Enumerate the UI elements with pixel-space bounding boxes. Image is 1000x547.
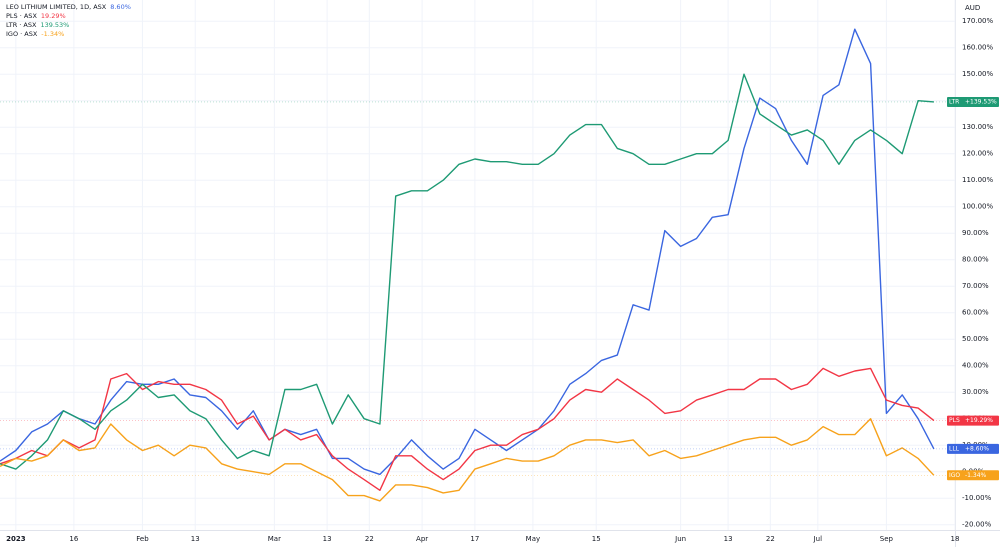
legend-value: 139.53% xyxy=(40,21,69,29)
tag-box xyxy=(947,415,999,426)
y-tick-label: 100.00% xyxy=(962,203,993,211)
value-tag: LLL +8.60% xyxy=(947,443,999,454)
x-tick-label: Apr xyxy=(416,535,428,543)
legend-name: LEO LITHIUM LIMITED, 1D, ASX xyxy=(6,3,107,11)
x-tick-label: 13 xyxy=(724,535,733,543)
x-tick-label: 13 xyxy=(323,535,332,543)
x-tick-label: May xyxy=(526,535,540,543)
y-tick-label: 40.00% xyxy=(962,362,989,370)
y-tick-label: 60.00% xyxy=(962,309,989,317)
value-tag: PLS +19.29% xyxy=(947,415,999,426)
x-tick-label: Mar xyxy=(268,535,281,543)
tag-value: +8.60% xyxy=(965,445,989,452)
series-line xyxy=(0,367,935,491)
y-tick-label: -20.00% xyxy=(962,521,992,529)
legend-name: IGO · ASX xyxy=(6,30,38,38)
x-tick-label: 15 xyxy=(592,535,601,543)
series-line xyxy=(0,418,935,502)
x-tick-label: 22 xyxy=(365,535,374,543)
y-tick-label: 80.00% xyxy=(962,256,989,264)
y-tick-label: 110.00% xyxy=(962,176,993,184)
legend-value: -1.34% xyxy=(41,30,64,38)
x-tick-label: Jul xyxy=(813,535,823,543)
tag-value: +19.29% xyxy=(965,417,993,424)
x-tick-label: 2023 xyxy=(6,535,26,543)
y-tick-label: 170.00% xyxy=(962,17,993,25)
x-tick-label: 16 xyxy=(69,535,78,543)
y-tick-label: 150.00% xyxy=(962,70,993,78)
tag-name: LLL xyxy=(949,445,960,452)
tag-name: PLS xyxy=(949,417,960,424)
axis-unit: AUD xyxy=(965,4,980,12)
y-tick-label: 120.00% xyxy=(962,150,993,158)
series-line xyxy=(0,73,934,470)
y-tick-label: -10.00% xyxy=(962,494,992,502)
tag-box xyxy=(947,470,999,481)
y-tick-label: 70.00% xyxy=(962,282,989,290)
tag-name: IGO xyxy=(949,472,960,479)
legend-value: 8.60% xyxy=(110,3,131,11)
x-tick-label: 17 xyxy=(470,535,479,543)
tag-name: LTR xyxy=(949,98,959,105)
tag-value: -1.34% xyxy=(965,472,987,479)
y-tick-label: 160.00% xyxy=(962,44,993,52)
y-tick-label: 130.00% xyxy=(962,123,993,131)
tag-value: +139.53% xyxy=(965,98,997,105)
tag-box xyxy=(947,443,999,454)
series-line xyxy=(0,28,935,476)
x-tick-label: 13 xyxy=(191,535,200,543)
x-tick-label: Sep xyxy=(880,535,894,543)
value-tag: IGO -1.34% xyxy=(947,470,999,481)
tag-box xyxy=(947,96,999,107)
value-tag: LTR +139.53% xyxy=(947,96,999,107)
legend-value: 19.29% xyxy=(41,12,66,20)
x-tick-label: Jun xyxy=(674,535,686,543)
y-tick-label: 90.00% xyxy=(962,229,989,237)
legend-name: LTR · ASX xyxy=(6,21,37,29)
x-tick-label: Feb xyxy=(136,535,149,543)
y-tick-label: 50.00% xyxy=(962,335,989,343)
x-tick-label: 22 xyxy=(766,535,775,543)
y-tick-label: 30.00% xyxy=(962,388,989,396)
legend-name: PLS · ASX xyxy=(6,12,37,20)
x-tick-label: 18 xyxy=(951,535,960,543)
